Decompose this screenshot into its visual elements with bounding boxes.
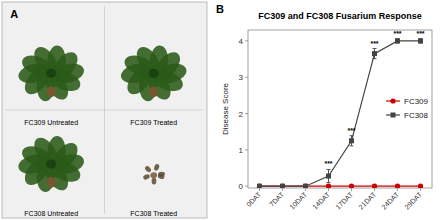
data-point bbox=[418, 184, 423, 188]
x-tick bbox=[374, 188, 375, 191]
panel-a: A FC309 Untreated FC309 Treated FC308 Untre… bbox=[2, 2, 207, 218]
x-tick-label: 14DAT bbox=[311, 190, 331, 210]
error-bar-cap bbox=[327, 182, 331, 183]
plot-data bbox=[257, 38, 423, 188]
x-tick bbox=[259, 188, 260, 191]
plant-part bbox=[150, 172, 157, 178]
panel-label: B bbox=[216, 3, 224, 15]
data-point bbox=[349, 138, 354, 143]
x-tick bbox=[397, 188, 398, 191]
data-point bbox=[303, 184, 308, 188]
photo-divider bbox=[104, 6, 105, 213]
error-bar-cap bbox=[373, 48, 377, 49]
data-point bbox=[418, 38, 423, 43]
photo-background bbox=[2, 2, 207, 218]
photo-label: FC308 Treated bbox=[130, 210, 177, 217]
plant-part bbox=[157, 173, 165, 180]
plant-part bbox=[149, 86, 158, 97]
legend-label: FC308 bbox=[404, 111, 429, 120]
series-line bbox=[260, 41, 421, 186]
significance-label: *** bbox=[347, 127, 355, 134]
plant bbox=[142, 163, 165, 184]
plant-part bbox=[46, 69, 56, 78]
significance-label: *** bbox=[370, 40, 378, 47]
figure: A FC309 Untreated FC309 Treated FC308 Untre… bbox=[0, 0, 440, 220]
error-bar bbox=[327, 169, 331, 182]
error-bar bbox=[396, 39, 400, 43]
plant bbox=[16, 43, 86, 104]
error-bar-cap bbox=[350, 135, 354, 136]
photo-label: FC309 Untreated bbox=[24, 119, 78, 126]
y-tick-label: 0 bbox=[239, 182, 244, 191]
data-point bbox=[257, 184, 262, 188]
data-point bbox=[303, 184, 308, 188]
photo-label: FC308 Untreated bbox=[24, 210, 78, 217]
y-tick bbox=[245, 40, 248, 41]
plant-part bbox=[153, 163, 160, 171]
error-bar-cap bbox=[350, 145, 354, 146]
legend-marker bbox=[390, 98, 395, 103]
series bbox=[257, 38, 423, 188]
data-point bbox=[349, 184, 354, 188]
y-tick-label: 4 bbox=[239, 37, 244, 46]
error-bar bbox=[419, 39, 423, 43]
plant-part bbox=[46, 159, 56, 168]
chart-title: FC309 and FC308 Fusarium Response bbox=[258, 11, 422, 21]
x-tick-label: 0DAT bbox=[245, 190, 263, 208]
x-tick bbox=[305, 188, 306, 191]
legend-marker bbox=[391, 113, 396, 118]
data-point bbox=[280, 184, 285, 188]
x-tick-label: 7DAT bbox=[268, 190, 286, 208]
photo-label: FC309 Treated bbox=[130, 119, 177, 126]
plot-frame bbox=[248, 30, 432, 188]
plant-part bbox=[142, 173, 150, 180]
data-point bbox=[257, 184, 262, 188]
plant-part bbox=[151, 178, 156, 185]
x-tick-label: 17DAT bbox=[334, 190, 354, 210]
y-tick bbox=[245, 186, 248, 187]
plant-part bbox=[144, 165, 152, 173]
error-bar-cap bbox=[373, 58, 377, 59]
x-tick-label: 10DAT bbox=[288, 190, 308, 210]
data-point bbox=[326, 184, 331, 188]
significance-label: *** bbox=[393, 30, 401, 37]
significance-label: *** bbox=[324, 160, 332, 167]
plant bbox=[119, 43, 189, 104]
x-tick bbox=[420, 188, 421, 191]
y-tick-label: 1 bbox=[239, 146, 244, 155]
data-point bbox=[372, 184, 377, 188]
y-axis-label: Disease Score bbox=[221, 82, 230, 135]
significance-label: *** bbox=[416, 30, 424, 37]
y-tick bbox=[245, 149, 248, 150]
legend: FC309 FC308 bbox=[386, 97, 429, 120]
panel-label: A bbox=[10, 8, 18, 20]
error-bar-cap bbox=[327, 169, 331, 170]
x-tick bbox=[351, 188, 352, 191]
plant bbox=[16, 134, 86, 195]
x-tick-label: 24DAT bbox=[380, 190, 400, 210]
y-tick bbox=[245, 77, 248, 78]
data-point bbox=[372, 51, 377, 56]
plant-part bbox=[47, 177, 56, 188]
data-point bbox=[280, 184, 285, 188]
x-tick-label: 21DAT bbox=[357, 190, 377, 210]
x-tick bbox=[282, 188, 283, 191]
plant-part bbox=[148, 69, 158, 78]
error-bar bbox=[350, 136, 354, 146]
plant-part bbox=[47, 86, 56, 97]
data-point bbox=[326, 174, 331, 179]
series bbox=[257, 184, 423, 188]
error-bar bbox=[373, 49, 377, 59]
x-tick-label: 29DAT bbox=[403, 190, 423, 210]
data-point bbox=[395, 184, 400, 188]
data-point bbox=[395, 38, 400, 43]
legend-label: FC309 bbox=[404, 97, 429, 106]
x-tick bbox=[328, 188, 329, 191]
y-tick-label: 2 bbox=[239, 110, 244, 119]
panel-b: 0 1 2 3 4 0DAT 7DAT10DAT14DAT17DAT21DAT24DAT29… bbox=[216, 3, 432, 211]
y-tick bbox=[245, 113, 248, 114]
y-tick-label: 3 bbox=[239, 73, 244, 82]
